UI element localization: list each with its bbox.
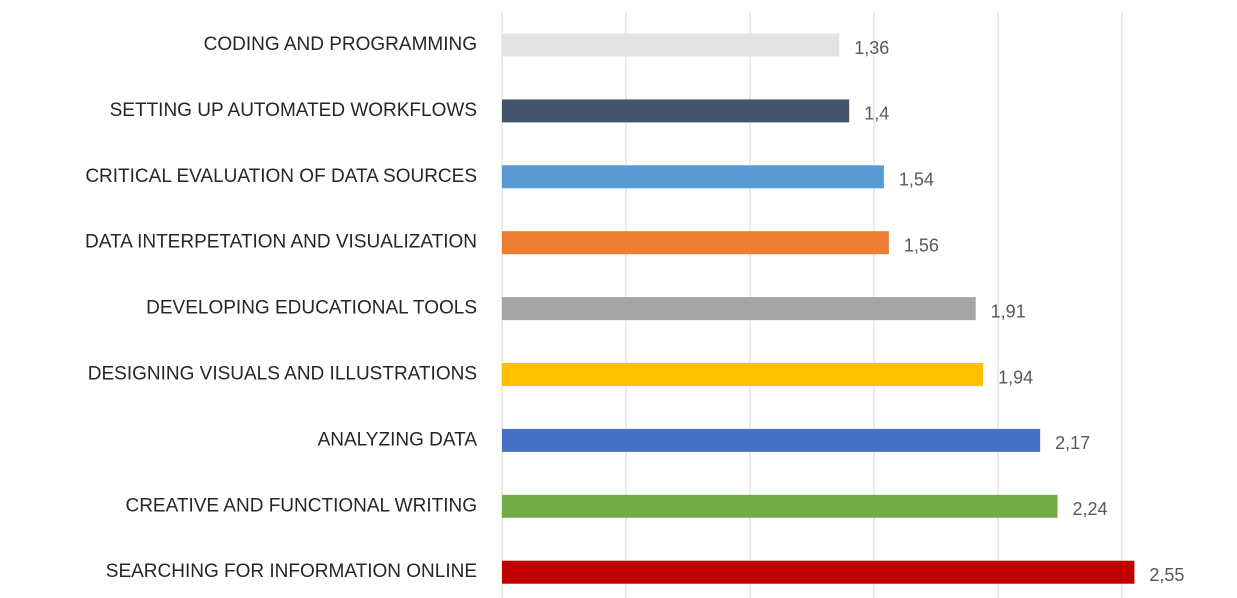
category-label: CRITICAL EVALUATION OF DATA SOURCES: [85, 166, 477, 187]
category-label: CREATIVE AND FUNCTIONAL WRITING: [125, 495, 477, 516]
bar: [502, 165, 884, 189]
data-label: 1,4: [864, 104, 889, 124]
category-label: DESIGNING VISUALS AND ILLUSTRATIONS: [88, 364, 477, 385]
bar: [502, 33, 840, 57]
data-label: 1,91: [991, 301, 1026, 321]
category-label: ANALYZING DATA: [318, 429, 478, 450]
category-label: CODING AND PROGRAMMING: [204, 34, 477, 55]
data-label: 1,36: [854, 38, 889, 58]
data-label: 2,17: [1055, 433, 1090, 453]
bar: [502, 99, 850, 123]
category-label: DATA INTERPETATION AND VISUALIZATION: [85, 232, 477, 253]
category-label: SETTING UP AUTOMATED WORKFLOWS: [110, 100, 477, 121]
data-label: 2,24: [1073, 499, 1108, 519]
data-label: 1,54: [899, 170, 934, 190]
data-label: 1,56: [904, 235, 939, 255]
bar: [502, 363, 984, 386]
bar: [502, 231, 889, 255]
category-label: DEVELOPING EDUCATIONAL TOOLS: [146, 298, 477, 319]
bar: [502, 297, 976, 321]
bar: [502, 560, 1135, 584]
bar: [502, 494, 1058, 518]
bar: [502, 428, 1041, 452]
data-label: 1,94: [998, 367, 1033, 387]
data-label: 2,55: [1149, 565, 1184, 585]
category-label: SEARCHING FOR INFORMATION ONLINE: [106, 561, 477, 582]
